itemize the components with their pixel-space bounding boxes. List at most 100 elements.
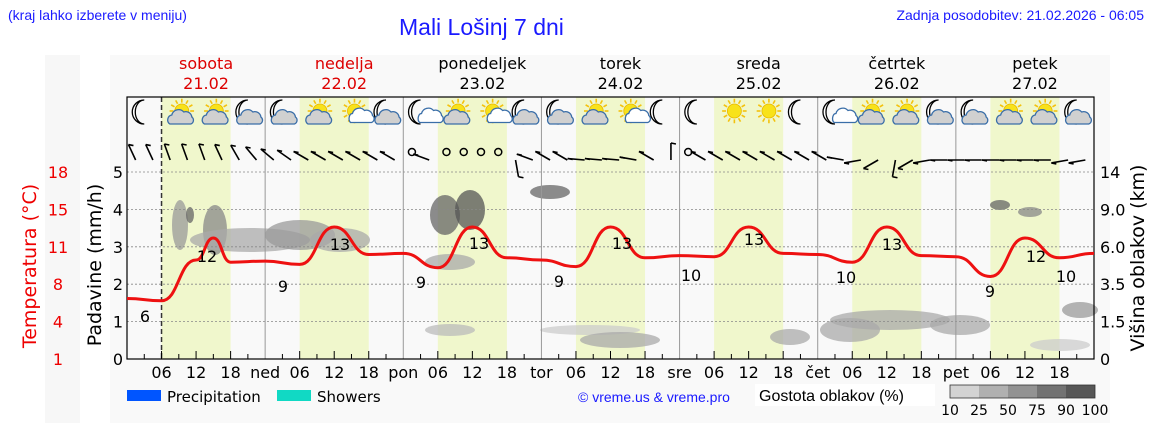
wind-barb-flag [310,150,317,154]
cloud-height-axis-label: Višina oblakov (km) [1127,165,1149,352]
sun-ray [223,104,228,108]
sun-ray [174,99,179,105]
temp-value-label: 13 [330,235,350,254]
wind-barb-icon [811,150,827,161]
moon-cloud-icon [269,99,298,125]
wind-barb-icon [163,143,171,161]
cloud-shape [581,109,609,125]
page-title: Mali Lošinj 7 dni [399,14,564,40]
cloud-height-tick: 1.5 [1100,313,1125,332]
cloud-density-swatch [1066,385,1095,398]
cloud-density-frame [949,384,1096,399]
precip-tick: 0 [113,350,123,369]
wind-barb-flag [999,159,1005,162]
moon-cloud-icon [373,99,402,125]
cloud-shape [961,109,989,125]
wind-barb-flag [379,150,386,154]
calm-wind-icon [494,147,503,157]
sun-ray [1003,99,1008,105]
sun-cloud-icon [305,98,333,125]
temp-value-label: 9 [985,282,995,301]
cloud-blob [430,195,460,235]
precip-tick: 1 [113,313,123,332]
showers-legend-label: Showers [317,388,381,406]
sun-ray [762,99,766,105]
wind-barb-flag [198,143,205,146]
wind-barb-icon [514,159,520,177]
wind-barb-flag [826,156,833,159]
day-date: 21.02 [183,74,229,93]
wind-barb-flag [843,162,850,165]
cloud-density-swatch [979,385,1008,398]
wind-barb-flag [1068,162,1074,165]
wind-barb-flag [1033,159,1039,162]
sun-ray [1038,99,1042,105]
showers-swatch [277,390,311,401]
sun-ray [772,117,776,123]
sun-ray [485,99,490,105]
sun-ray [1017,104,1022,108]
sun-ray [619,104,624,108]
x-hour-label: 12 [738,363,758,382]
cloud-shape [270,109,298,125]
cloud-blob [830,310,950,330]
sun-ray [900,99,904,105]
sun-ray [999,104,1004,108]
sun-ray [727,117,731,123]
wind-barb-icon [244,146,258,161]
precip-tick: 4 [113,200,123,219]
cloud-shape [512,109,540,125]
day-name: nedelja [315,54,374,73]
cloud-height-tick: 14 [1100,163,1120,182]
cloud-shape [546,109,574,125]
x-day-label: tor [530,363,553,382]
cloud-density-swatch [950,385,979,398]
temp-value-label: 6 [140,307,150,326]
wind-barb-flag [584,157,591,161]
cloud-shape [1064,109,1092,125]
cloud-blob [172,200,188,250]
sun-ray [185,99,189,105]
sun-ray [361,104,366,108]
wind-barb-flag [362,150,368,154]
moon-icon [787,99,801,125]
wind-barb-flag [214,143,220,147]
sun-ray [464,104,470,108]
sun-ray [861,104,866,108]
wind-barb-icon [891,159,897,177]
cloud-density-tick: 100 [1082,403,1109,419]
wind-barb-icon [362,150,378,161]
x-hour-label: 12 [462,363,482,382]
wind-barb-icon [144,144,154,161]
wind-barb-icon [293,150,309,161]
wind-barb-flag [552,150,558,154]
temp-value-label: 10 [836,268,856,287]
sun-ray [879,104,884,108]
x-day-label: sre [667,363,691,382]
moon-cloud-icon [235,99,264,125]
x-hour-label: 12 [877,363,897,382]
sun-ray [757,114,763,118]
wind-barb-flag [707,150,714,154]
sun-cloud-icon [857,98,885,125]
wind-barb-flag [897,167,904,171]
temp-axis-label: Temperatura (°C) [19,184,41,349]
sun-ray [343,114,348,118]
cloud-density-tick: 25 [970,403,988,419]
temp-tick: 18 [48,163,68,182]
sun-ray [326,104,331,108]
sun-ray [1048,99,1053,105]
cloud-shape [201,109,229,125]
daytime-band [990,97,1060,359]
temp-value-label: 10 [681,266,701,285]
wind-barb-flag [327,150,334,154]
day-name: ponedeljek [438,54,527,73]
sun-small-cloud-icon [342,98,375,124]
cloud-shape [995,109,1023,125]
cloud-density-tick: 10 [941,403,959,419]
sun-ray [772,99,776,105]
sun-ray [762,117,766,123]
cloud-height-tick: 6.0 [1100,238,1125,257]
wind-barb-flag [725,150,731,154]
sun-ray [496,99,500,105]
